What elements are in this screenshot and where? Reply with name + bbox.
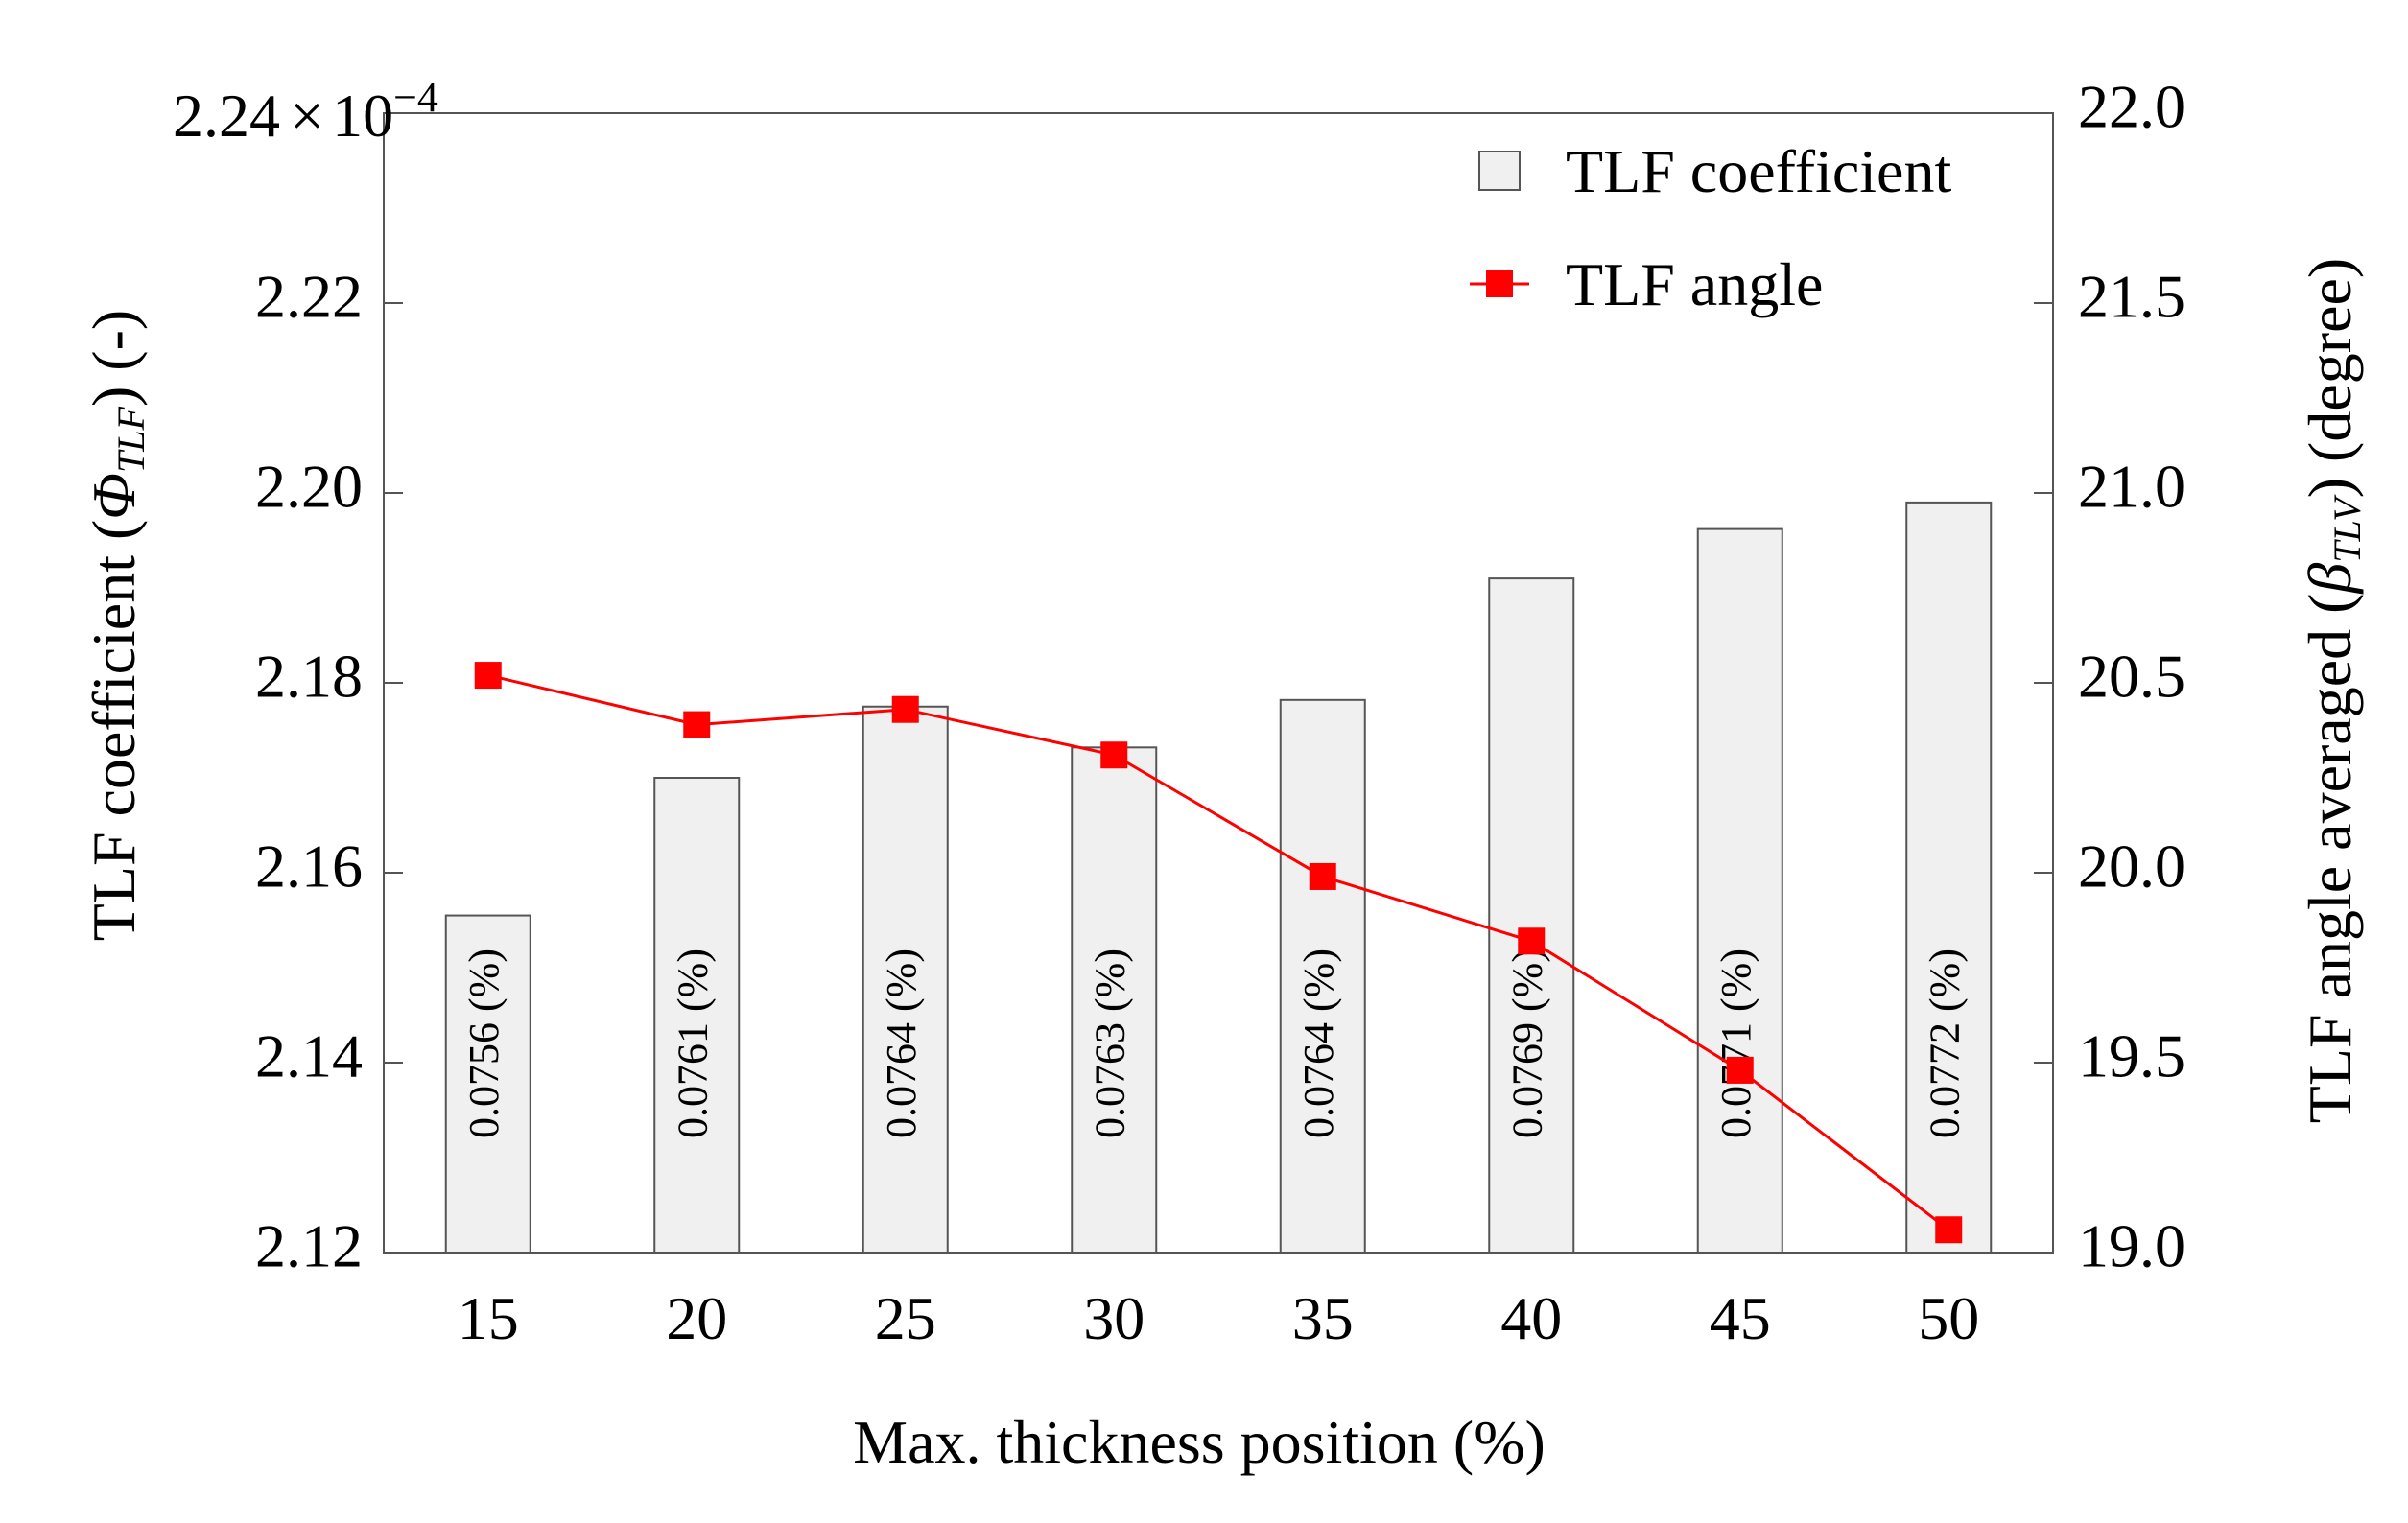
line-series-tlf-angle [474,662,1963,1244]
bar-20 [653,777,741,1254]
tlf-angle-point-40 [1518,927,1546,955]
tlf-angle-line [487,673,1950,1231]
x-tick-label-45: 45 [1710,1284,1771,1352]
left-tick-label-2.16: 2.16 [255,832,363,901]
bar-series-tlf-coefficient [444,501,1993,1254]
right-tick-label-19.0: 19.0 [2078,1212,2185,1280]
left-tick-label-2.14: 2.14 [255,1022,363,1090]
bar-label-25: 0.0764 (%) [878,949,925,1138]
tlf-angle-point-35 [1309,862,1336,890]
right-axis-label: TLF angle averaged (βTLV) (degree) [2296,258,2369,1123]
legend: TLF coefficient TLF angle [1470,137,1951,318]
bar-data-labels: 0.0756 (%) 0.0761 (%) 0.0764 (%) 0.0763 (%)… [460,949,1969,1138]
bar-label-45: 0.0771 (%) [1712,949,1759,1138]
bar-label-35: 0.0764 (%) [1295,949,1342,1138]
x-tick-label-40: 40 [1500,1284,1562,1352]
x-tick-label-25: 25 [875,1284,936,1352]
left-tick-label-2.18: 2.18 [255,643,363,711]
bar-45 [1696,527,1783,1254]
x-tick-label-50: 50 [1918,1284,1979,1352]
right-tick-label-20.0: 20.0 [2078,832,2185,901]
x-axis-label: Max. thickness position (%) [853,1408,1546,1476]
right-tick-label-19.5: 19.5 [2078,1022,2185,1090]
legend-bar-swatch [1478,151,1521,191]
bar-label-50: 0.0772 (%) [1921,949,1968,1138]
bar-35 [1279,698,1366,1254]
bar-label-30: 0.0763 (%) [1086,949,1133,1138]
right-tick-label-21.5: 21.5 [2078,263,2185,331]
tlf-angle-point-25 [891,695,919,723]
tlf-angle-point-20 [683,711,711,738]
left-axis-label: TLF coefficient (ΦTLF) (-) [80,310,153,941]
bar-label-40: 0.0769 (%) [1503,949,1550,1138]
x-tick-label-15: 15 [458,1284,519,1352]
bar-15 [444,914,531,1254]
x-tick-label-35: 35 [1292,1284,1354,1352]
left-axis-multiplier: 2.24 × 10−4 [173,74,438,150]
tlf-angle-point-50 [1935,1216,1963,1244]
bar-label-15: 0.0756 (%) [460,949,508,1138]
left-tick-label-2.22: 2.22 [255,263,363,331]
tlf-angle-point-30 [1100,741,1128,769]
x-tick-label-20: 20 [666,1284,727,1352]
axes: 2.12 2.14 2.16 2.18 2.20 2.22 19.0 19.5 20.0 20.5… [255,73,2185,1352]
tlf-angle-point-45 [1726,1056,1754,1084]
left-tick-label-2.20: 2.20 [255,453,363,521]
bar-50 [1905,501,1993,1254]
left-tick-label-2.12: 2.12 [255,1212,363,1280]
x-tick-label-30: 30 [1083,1284,1145,1352]
right-tick-label-22.0: 22.0 [2078,73,2185,141]
legend-line-label: TLF angle [1566,250,1823,318]
right-tick-label-20.5: 20.5 [2078,643,2185,711]
legend-line-marker [1486,270,1513,297]
tlf-angle-point-15 [474,662,502,690]
bar-label-20: 0.0761 (%) [669,949,716,1138]
legend-bar-label: TLF coefficient [1566,137,1951,205]
bar-30 [1071,746,1158,1254]
bar-40 [1488,577,1575,1254]
right-tick-label-21.0: 21.0 [2078,453,2185,521]
